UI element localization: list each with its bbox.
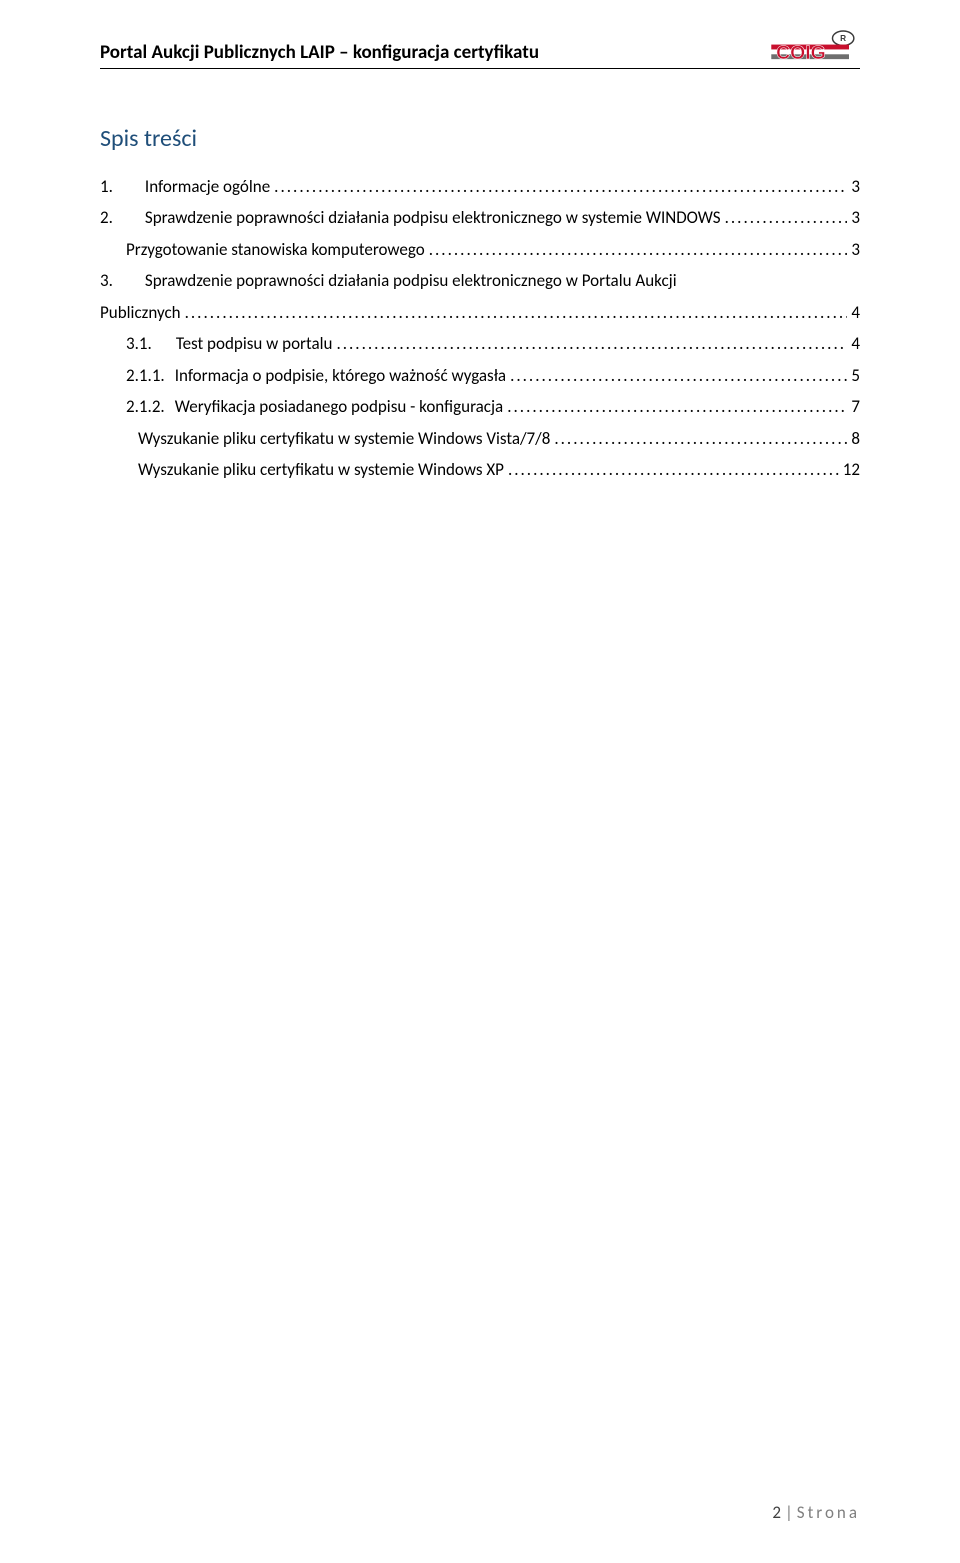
svg-text:R: R <box>840 34 846 43</box>
toc-entry[interactable]: Wyszukanie pliku certyfikatu w systemie … <box>100 423 860 454</box>
toc-leader-dots <box>504 454 839 485</box>
toc-text: Przygotowanie stanowiska komputerowego <box>126 234 425 265</box>
toc-text: Informacje ogólne <box>145 171 270 202</box>
header-title: Portal Aukcji Publicznych LAIP – konfigu… <box>100 41 539 64</box>
toc-number: 3.1. <box>126 328 152 359</box>
toc-number: 2. <box>100 202 113 233</box>
toc-number: 2.1.2. <box>126 391 165 422</box>
toc-entry[interactable]: 3. Sprawdzenie poprawności działania pod… <box>100 265 860 296</box>
toc-text: Sprawdzenie poprawności działania podpis… <box>145 265 677 296</box>
toc-list: 1. Informacje ogólne 3 2. Sprawdzenie po… <box>100 171 860 485</box>
toc-page-number: 8 <box>847 423 860 454</box>
toc-number: 3. <box>100 265 113 296</box>
toc-entry[interactable]: 2.1.1. Informacja o podpisie, którego wa… <box>100 360 860 391</box>
toc-page-number: 3 <box>847 171 860 202</box>
toc-entry[interactable]: Przygotowanie stanowiska komputerowego 3 <box>100 234 860 265</box>
toc-leader-dots <box>721 202 848 233</box>
toc-text: Wyszukanie pliku certyfikatu w systemie … <box>138 454 504 485</box>
toc-entry[interactable]: 2.1.2. Weryfikacja posiadanego podpisu -… <box>100 391 860 422</box>
toc-leader-dots <box>425 234 848 265</box>
page-header: Portal Aukcji Publicznych LAIP – konfigu… <box>100 30 860 69</box>
toc-text: Sprawdzenie poprawności działania podpis… <box>145 202 721 233</box>
toc-page-number: 4 <box>847 328 860 359</box>
toc-leader-dots <box>550 423 847 454</box>
footer-separator: | <box>785 1502 793 1523</box>
toc-leader-dots <box>503 391 847 422</box>
toc-text: Publicznych <box>100 297 181 328</box>
toc-entry-continuation[interactable]: Publicznych 4 <box>100 297 860 328</box>
footer-label: Strona <box>797 1502 860 1523</box>
toc-leader-dots <box>181 297 848 328</box>
toc-page-number: 3 <box>847 202 860 233</box>
toc-leader-dots <box>270 171 847 202</box>
coig-logo-icon: R COIG <box>770 30 860 64</box>
toc-page-number: 7 <box>847 391 860 422</box>
toc-text: Test podpisu w portalu <box>176 328 333 359</box>
toc-page-number: 4 <box>847 297 860 328</box>
toc-leader-dots <box>506 360 847 391</box>
toc-page-number: 12 <box>839 454 860 485</box>
toc-entry[interactable]: 3.1. Test podpisu w portalu 4 <box>100 328 860 359</box>
toc-number: 2.1.1. <box>126 360 165 391</box>
toc-entry[interactable]: Wyszukanie pliku certyfikatu w systemie … <box>100 454 860 485</box>
toc-heading: Spis treści <box>100 124 860 153</box>
page-footer: 2|Strona <box>772 1502 860 1523</box>
toc-text: Informacja o podpisie, którego ważność w… <box>175 360 506 391</box>
toc-entry[interactable]: 2. Sprawdzenie poprawności działania pod… <box>100 202 860 233</box>
toc-page-number: 5 <box>847 360 860 391</box>
toc-text: Wyszukanie pliku certyfikatu w systemie … <box>138 423 550 454</box>
svg-text:COIG: COIG <box>776 42 826 64</box>
toc-leader-dots <box>332 328 847 359</box>
footer-page-number: 2 <box>772 1502 781 1523</box>
toc-entry[interactable]: 1. Informacje ogólne 3 <box>100 171 860 202</box>
document-page: Portal Aukcji Publicznych LAIP – konfigu… <box>0 0 960 1563</box>
toc-page-number: 3 <box>847 234 860 265</box>
toc-text: Weryfikacja posiadanego podpisu - konfig… <box>175 391 503 422</box>
toc-number: 1. <box>100 171 113 202</box>
